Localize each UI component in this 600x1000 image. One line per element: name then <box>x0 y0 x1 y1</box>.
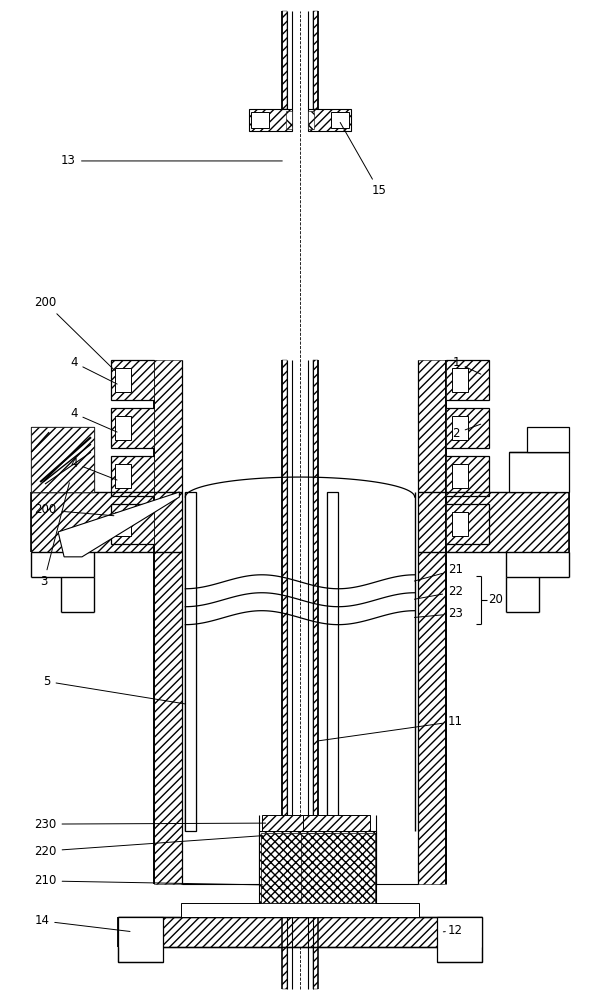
Bar <box>262 815 329 831</box>
Bar <box>118 917 482 947</box>
Polygon shape <box>313 360 318 884</box>
Bar <box>115 512 131 536</box>
Bar <box>327 492 338 831</box>
Bar <box>452 416 468 440</box>
Bar <box>301 833 375 903</box>
Text: 14: 14 <box>34 914 130 931</box>
Polygon shape <box>110 408 154 448</box>
Bar <box>437 917 482 962</box>
Bar <box>303 815 370 831</box>
Text: 210: 210 <box>34 874 263 887</box>
Text: 21: 21 <box>415 563 463 581</box>
Polygon shape <box>446 360 490 400</box>
Polygon shape <box>31 492 182 552</box>
Bar <box>251 112 269 128</box>
Text: 4: 4 <box>70 457 117 480</box>
Bar <box>259 831 336 905</box>
Polygon shape <box>418 360 446 884</box>
Text: 15: 15 <box>340 122 386 197</box>
Text: 12: 12 <box>443 924 463 937</box>
Text: 22: 22 <box>415 585 463 599</box>
Text: 230: 230 <box>34 818 266 831</box>
Bar <box>185 492 196 831</box>
Text: 4: 4 <box>70 356 117 384</box>
Bar <box>184 492 197 831</box>
Text: 2: 2 <box>452 424 481 440</box>
Bar <box>181 903 419 917</box>
Polygon shape <box>31 427 94 492</box>
Bar <box>308 111 314 129</box>
Bar <box>115 464 131 488</box>
Bar <box>527 427 569 452</box>
Bar <box>115 368 131 392</box>
Polygon shape <box>282 11 287 109</box>
Bar <box>300 831 376 905</box>
Text: 3: 3 <box>40 483 70 588</box>
Bar <box>331 112 349 128</box>
Text: 13: 13 <box>61 154 282 167</box>
Polygon shape <box>282 360 287 884</box>
Polygon shape <box>313 884 318 989</box>
Polygon shape <box>446 504 490 544</box>
Polygon shape <box>249 109 292 131</box>
Text: 1: 1 <box>452 356 481 374</box>
Polygon shape <box>282 884 287 989</box>
Polygon shape <box>58 492 179 557</box>
Bar <box>31 427 94 492</box>
Bar <box>452 368 468 392</box>
Bar <box>260 833 335 903</box>
Polygon shape <box>446 456 490 496</box>
Polygon shape <box>110 504 154 544</box>
Text: 200: 200 <box>34 296 115 370</box>
Text: 220: 220 <box>34 836 263 858</box>
Polygon shape <box>313 11 318 109</box>
Polygon shape <box>110 360 154 400</box>
Polygon shape <box>418 492 569 552</box>
Bar <box>452 464 468 488</box>
Text: 5: 5 <box>43 675 185 704</box>
Polygon shape <box>308 109 351 131</box>
Bar <box>115 416 131 440</box>
Text: 23: 23 <box>415 607 463 620</box>
Text: 20: 20 <box>488 593 503 606</box>
Text: 11: 11 <box>317 715 463 741</box>
Text: 200: 200 <box>34 503 114 516</box>
Bar <box>509 452 569 492</box>
Polygon shape <box>446 408 490 448</box>
Polygon shape <box>154 360 182 884</box>
Bar <box>118 917 163 962</box>
Text: 4: 4 <box>70 407 117 432</box>
Polygon shape <box>110 456 154 496</box>
Bar <box>452 512 468 536</box>
Bar <box>286 111 292 129</box>
